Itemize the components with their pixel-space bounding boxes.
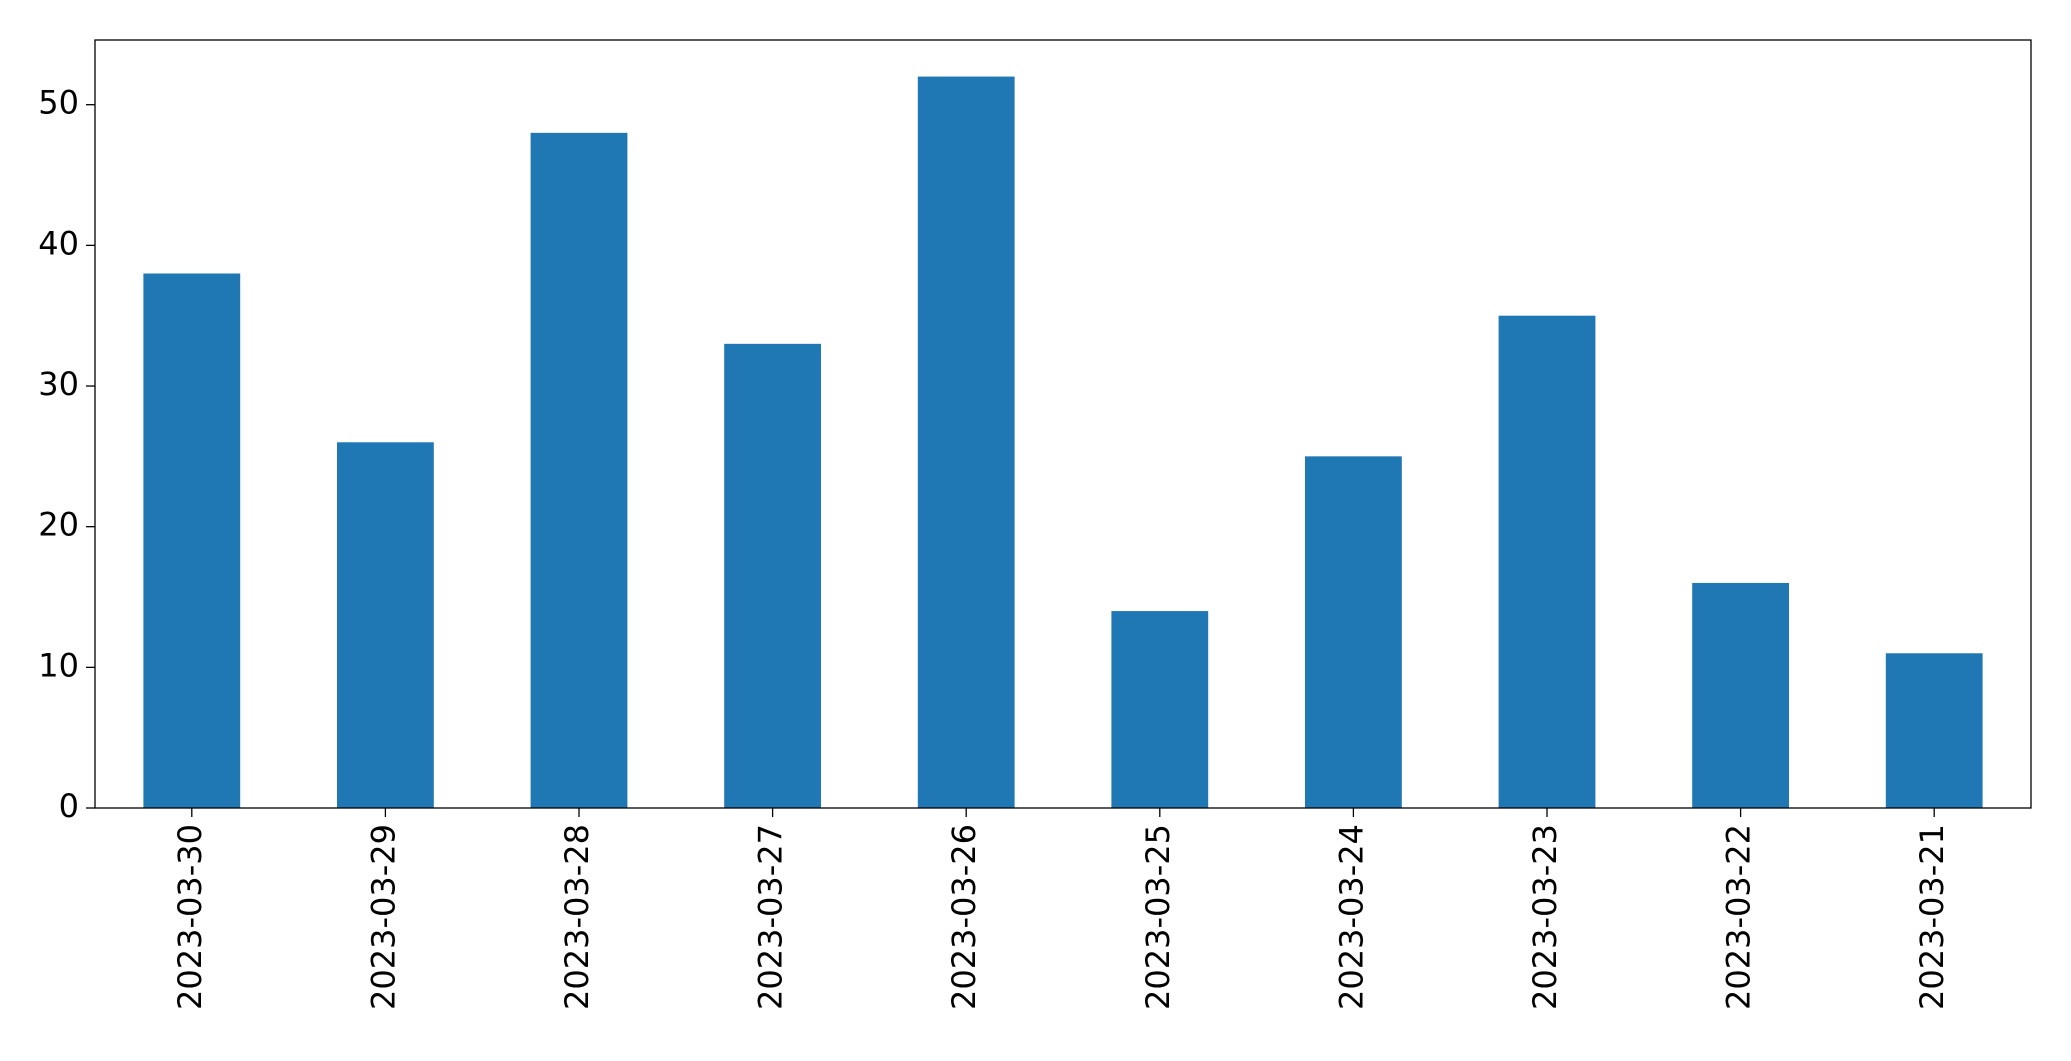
y-tick-label: 10 [38,646,79,684]
y-tick-label: 40 [38,224,79,262]
x-tick-label: 2023-03-24 [1332,824,1370,1010]
bar [337,442,434,808]
x-tick-label: 2023-03-27 [752,824,790,1010]
bar [530,132,628,809]
bar [1111,611,1209,808]
x-tick-label: 2023-03-23 [1526,824,1564,1010]
x-tick-label: 2023-03-26 [945,824,983,1010]
x-tick-label: 2023-03-25 [1139,824,1177,1010]
y-tick-label: 0 [59,787,79,825]
y-tick-label: 20 [38,506,79,544]
x-tick-label: 2023-03-21 [1913,824,1951,1010]
x-tick-label: 2023-03-29 [364,824,402,1010]
x-tick-label: 2023-03-30 [171,824,209,1010]
bar [1885,653,1983,808]
bar [1498,315,1596,808]
x-tick-label: 2023-03-28 [558,824,596,1010]
y-tick-label: 30 [38,365,79,403]
bar [143,273,241,808]
bar [1692,582,1789,808]
x-tick-label: 2023-03-22 [1720,824,1758,1010]
y-tick-label: 50 [38,84,79,122]
plot-frame [94,39,2032,809]
bar [724,343,821,808]
bar [1305,456,1402,808]
bar [917,76,1015,809]
